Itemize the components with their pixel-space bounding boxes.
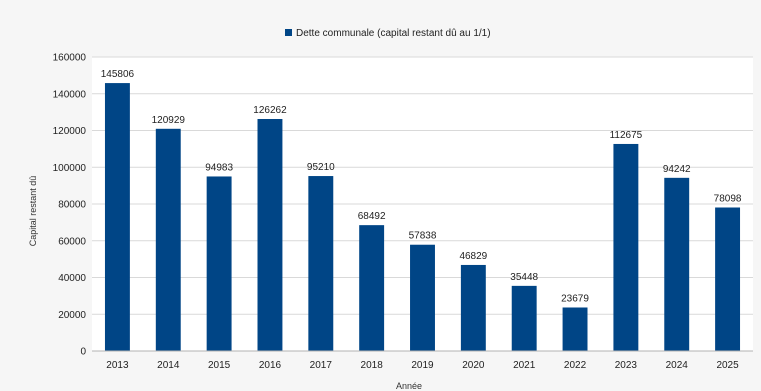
bar — [460, 264, 486, 351]
data-label: 35448 — [510, 272, 538, 283]
data-label: 57838 — [409, 231, 437, 242]
bar — [664, 177, 690, 351]
bar — [562, 307, 588, 351]
bar — [104, 83, 130, 351]
y-tick-label: 160000 — [53, 53, 87, 64]
x-tick-label: 2021 — [513, 360, 536, 371]
x-tick-label: 2019 — [411, 360, 434, 371]
bar — [308, 176, 334, 351]
x-tick-label: 2014 — [157, 360, 180, 371]
y-tick-label: 120000 — [53, 126, 87, 137]
x-tick-label: 2017 — [310, 360, 333, 371]
bar — [613, 143, 639, 351]
data-label: 145806 — [101, 69, 135, 80]
bar — [155, 128, 181, 351]
x-axis-title: Année — [396, 381, 422, 391]
x-tick-label: 2015 — [208, 360, 231, 371]
data-label: 95210 — [307, 162, 335, 173]
y-tick-label: 80000 — [58, 200, 86, 211]
bar — [257, 118, 283, 351]
y-tick-labels: 0 20000 40000 60000 80000 100000 120000 140000 1… — [53, 53, 87, 358]
x-tick-label: 2013 — [106, 360, 129, 371]
y-tick-label: 20000 — [58, 310, 86, 321]
x-tick-label: 2024 — [666, 360, 689, 371]
bar — [715, 207, 741, 351]
y-tick-label: 140000 — [53, 89, 87, 100]
x-tick-label: 2025 — [716, 360, 739, 371]
y-tick-label: 60000 — [58, 236, 86, 247]
bar — [410, 244, 435, 351]
y-tick-label: 40000 — [58, 273, 86, 284]
y-tick-label: 100000 — [53, 163, 87, 174]
legend-label: Dette communale (capital restant dû au 1… — [296, 28, 491, 39]
data-labels: 145806 120929 94983 126262 95210 68492 57838 46… — [101, 69, 742, 304]
data-label: 78098 — [714, 193, 742, 204]
x-tick-label: 2022 — [564, 360, 587, 371]
data-label: 46829 — [459, 251, 487, 262]
y-tick-label: 0 — [80, 347, 86, 358]
legend-swatch — [285, 29, 292, 36]
bar — [359, 225, 385, 351]
data-label: 126262 — [253, 105, 287, 116]
y-axis-title: Capital restant dû — [28, 176, 38, 247]
bar — [511, 285, 537, 351]
x-tick-label: 2020 — [462, 360, 485, 371]
x-tick-label: 2016 — [259, 360, 282, 371]
data-label: 112675 — [610, 130, 643, 141]
data-label: 23679 — [561, 293, 589, 304]
x-tick-label: 2018 — [361, 360, 384, 371]
legend: Dette communale (capital restant dû au 1… — [285, 28, 491, 39]
bars — [104, 83, 741, 351]
bar — [206, 176, 232, 351]
x-tick-labels: 2013 2014 2015 2016 2017 2018 2019 2020 2021 2022… — [106, 360, 739, 371]
data-label: 94242 — [663, 164, 691, 175]
data-label: 120929 — [152, 115, 186, 126]
data-label: 68492 — [358, 211, 386, 222]
data-label: 94983 — [205, 162, 233, 173]
x-tick-label: 2023 — [615, 360, 638, 371]
